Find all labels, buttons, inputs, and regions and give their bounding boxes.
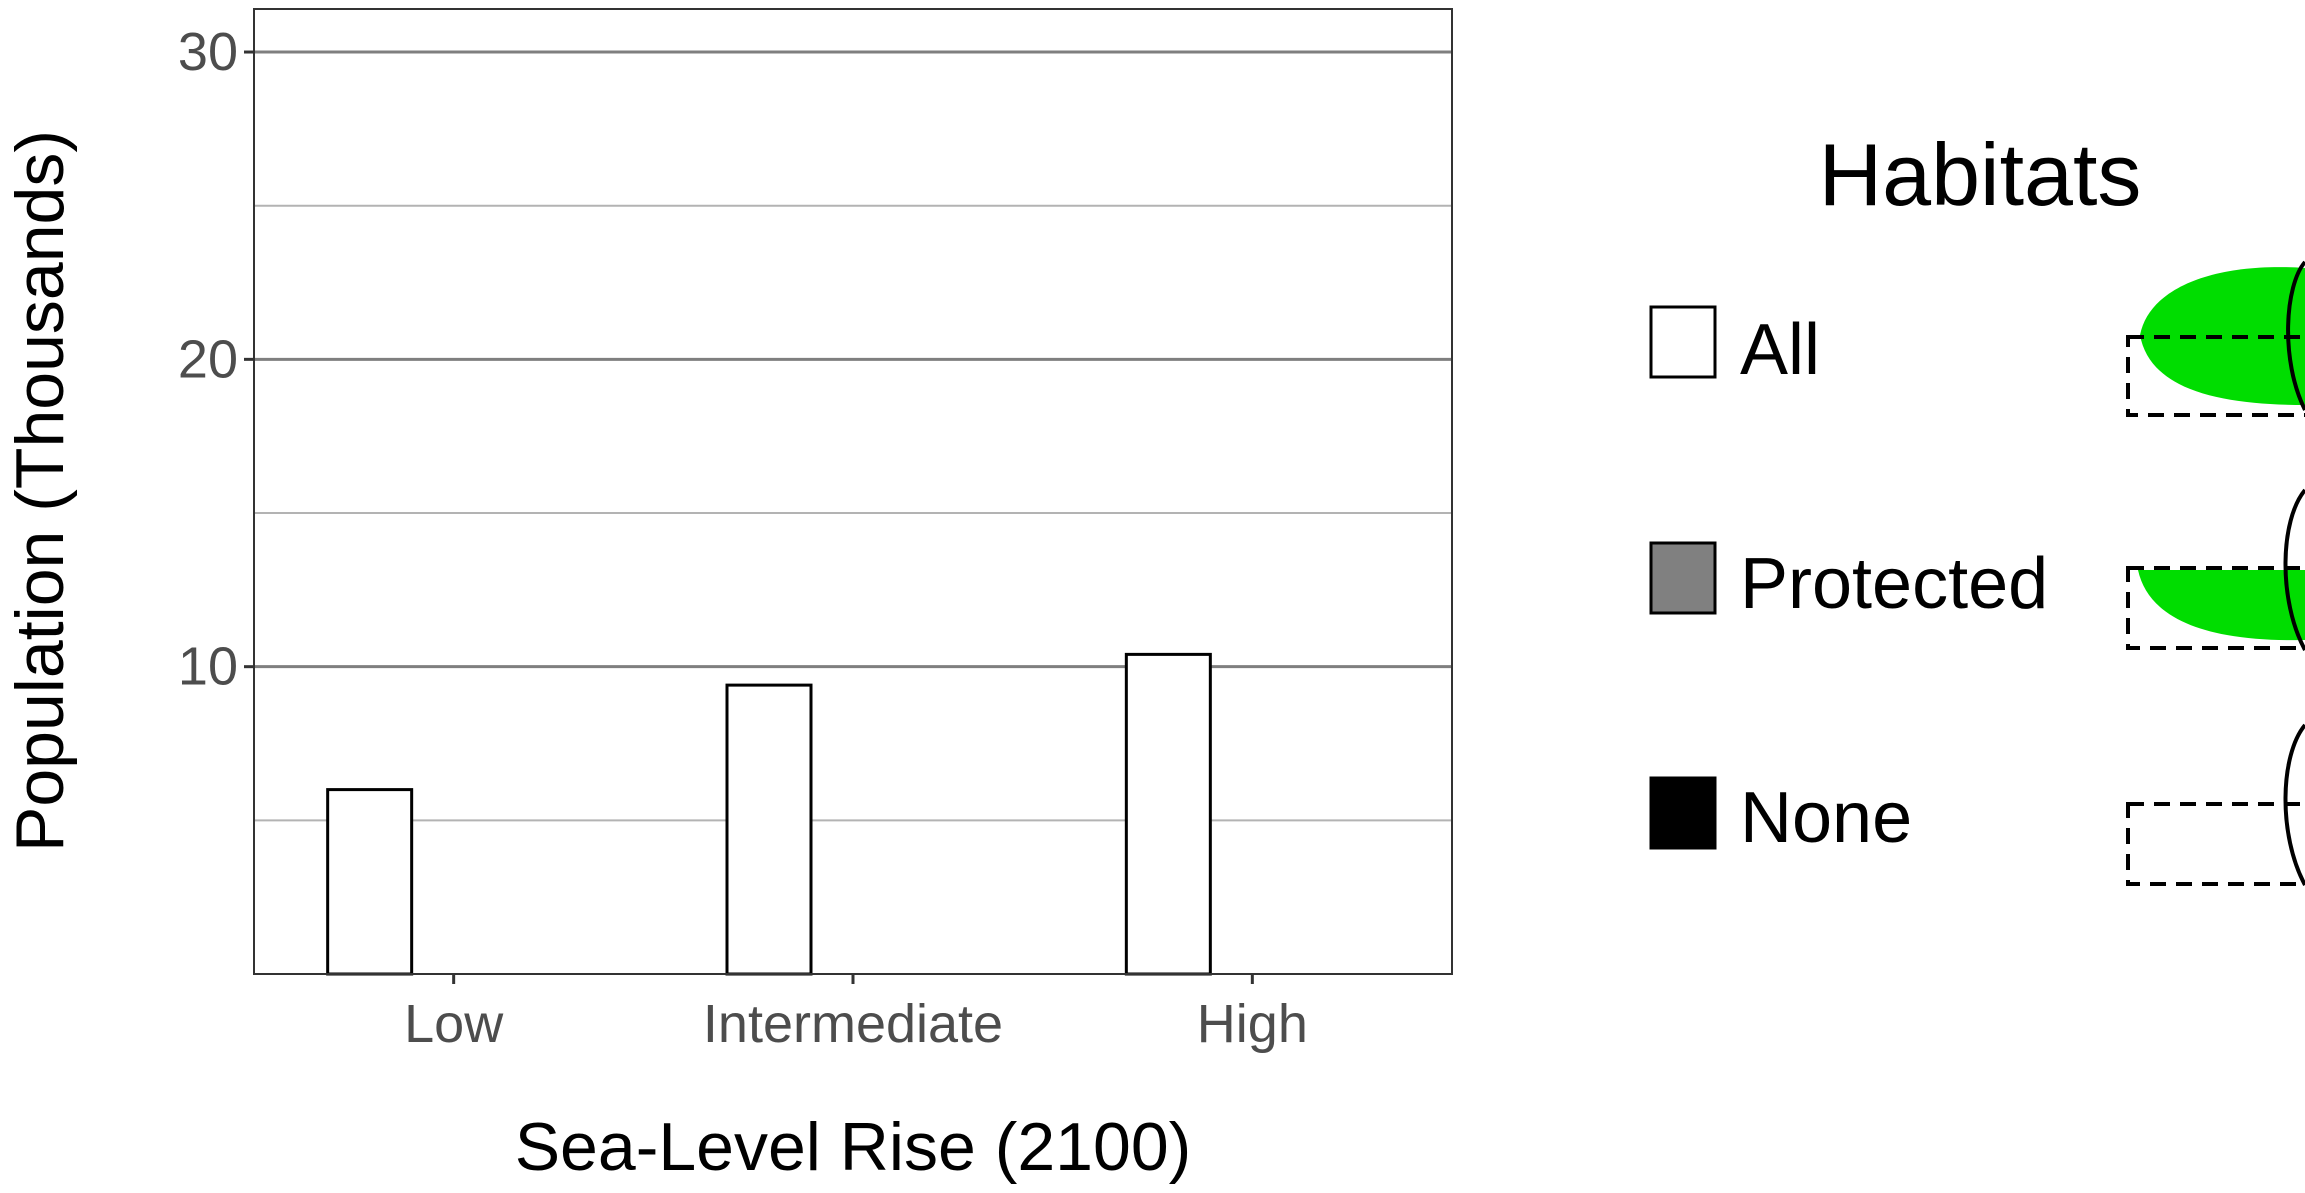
legend-swatch-protected (1649, 541, 1717, 615)
habitat-box-protected (2126, 566, 2305, 650)
habitat-illustration-none (2126, 723, 2305, 886)
x-tick-label: High (1197, 994, 1308, 1054)
y-tick-label: 10 (178, 637, 238, 697)
legend-label-all: All (1740, 310, 1820, 390)
bar-all-low (326, 788, 414, 976)
bar-all-intermediate (725, 683, 813, 976)
bar-all-high (1124, 652, 1212, 976)
y-tick-label: 20 (178, 329, 238, 389)
grid-lines (254, 50, 1452, 822)
habitat-illustration-protected (2126, 488, 2305, 651)
x-tick-label: Intermediate (703, 994, 1003, 1054)
legend-title: Habitats (1819, 125, 2142, 224)
habitat-arc-protected (2283, 488, 2305, 651)
bars (326, 652, 1212, 976)
x-axis-ticks: Low Intermediate High (404, 974, 1308, 1054)
legend: Habitats All Protected None (1649, 125, 2305, 886)
y-tick-label: 30 (178, 22, 238, 82)
habitat-box-none (2126, 802, 2305, 886)
legend-label-protected: Protected (1740, 544, 2048, 624)
habitat-arc-all (2286, 260, 2305, 411)
x-tick-label: Low (404, 994, 504, 1054)
habitat-box-all (2126, 335, 2305, 417)
habitat-illustration-all (2126, 260, 2305, 417)
y-axis-title: Population (Thousands) (2, 130, 78, 852)
legend-swatch-all (1649, 305, 1717, 379)
legend-swatch-none (1649, 776, 1717, 850)
habitat-green-all (2140, 267, 2305, 405)
x-axis-title: Sea-Level Rise (2100) (515, 1109, 1192, 1185)
habitat-arc-none (2283, 723, 2305, 886)
legend-label-none: None (1740, 778, 1912, 858)
y-axis-ticks: 10 20 30 (178, 22, 254, 697)
habitat-green-protected (2138, 570, 2305, 641)
plot-panel-border (253, 8, 1453, 975)
